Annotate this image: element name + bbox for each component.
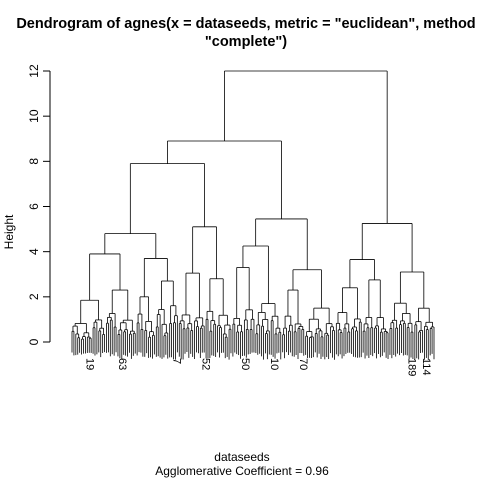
- leaf-label: 52: [199, 358, 211, 370]
- y-tick-label: 4: [27, 248, 41, 255]
- leaf-labels: 19 63 7 52 50 10 70 189 114: [83, 358, 432, 376]
- x-axis-label: dataseeds: [214, 450, 269, 464]
- leaf-label: 7: [170, 358, 182, 364]
- leaf-label: 63: [116, 358, 128, 370]
- y-tick-label: 12: [27, 64, 41, 78]
- leaf-label: 19: [83, 358, 95, 370]
- y-axis-label: Height: [2, 214, 16, 249]
- y-tick-label: 10: [27, 109, 41, 123]
- chart-title-line2: "complete"): [205, 34, 287, 50]
- y-tick-label: 8: [27, 158, 41, 165]
- leaf-label: 50: [239, 358, 251, 370]
- leaf-label: 114: [420, 358, 432, 376]
- leaf-label: 10: [268, 358, 280, 370]
- leaf-label: 70: [297, 358, 309, 370]
- y-tick-label: 2: [27, 293, 41, 300]
- dendrogram-tree: [71, 70, 435, 360]
- leaf-label: 189: [406, 358, 418, 376]
- y-tick-label: 6: [27, 203, 41, 210]
- chart-title-line1: Dendrogram of agnes(x = dataseeds, metri…: [16, 16, 475, 32]
- y-axis: 0 2 4 6 8 10 12: [27, 64, 51, 345]
- agglomerative-coefficient: Agglomerative Coefficient = 0.96: [155, 464, 329, 478]
- y-tick-label: 0: [27, 338, 41, 345]
